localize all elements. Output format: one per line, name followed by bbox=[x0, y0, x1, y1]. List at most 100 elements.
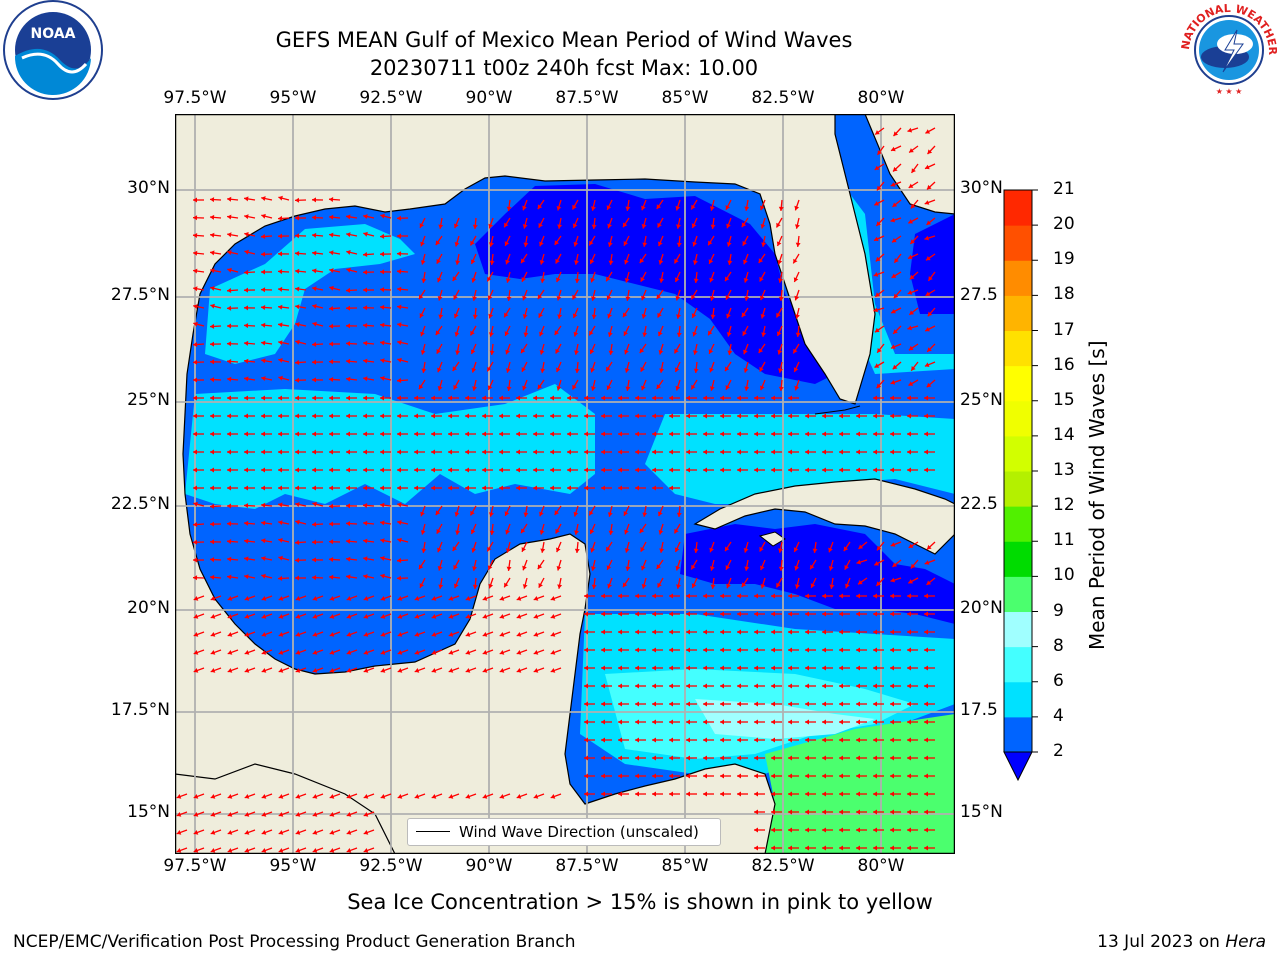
wind-wave-arrowhead bbox=[656, 294, 661, 299]
wind-wave-arrowhead bbox=[572, 223, 578, 228]
wind-wave-arrowhead bbox=[420, 511, 425, 517]
wind-wave-arrowhead bbox=[618, 629, 622, 635]
wind-wave-arrowhead bbox=[624, 548, 630, 553]
wind-wave-arrowhead bbox=[805, 413, 809, 419]
wind-wave-arrowhead bbox=[703, 593, 707, 599]
wind-wave-arrowhead bbox=[210, 485, 214, 491]
wind-wave-arrowhead bbox=[822, 449, 826, 455]
wind-wave-arrowhead bbox=[471, 547, 477, 553]
wind-wave-arrowhead bbox=[625, 206, 631, 211]
wind-wave-arrowhead bbox=[556, 566, 562, 571]
wind-wave-arrowhead bbox=[776, 582, 781, 588]
wind-wave-arrowhead bbox=[278, 251, 282, 257]
axis-tick-label: 95°W bbox=[269, 856, 317, 876]
wind-wave-arrowhead bbox=[657, 222, 662, 228]
wind-wave-arrowhead bbox=[227, 413, 231, 419]
wind-wave-arrowhead bbox=[829, 584, 835, 589]
wind-wave-arrowhead bbox=[856, 791, 860, 797]
wind-wave-arrowhead bbox=[608, 260, 614, 265]
wind-wave-arrowhead bbox=[210, 341, 214, 347]
wind-wave-arrowhead bbox=[516, 431, 520, 437]
wind-wave-arrowhead bbox=[911, 168, 916, 173]
wind-wave-arrowhead bbox=[437, 386, 443, 391]
wind-wave-arrowhead bbox=[244, 413, 248, 419]
wind-wave-arrowhead bbox=[641, 385, 646, 391]
wind-wave-arrowhead bbox=[346, 794, 352, 799]
wind-wave-arrowhead bbox=[856, 593, 860, 599]
wind-wave-arrowhead bbox=[805, 773, 809, 779]
wind-wave-arrowhead bbox=[244, 574, 249, 580]
wind-wave-arrowhead bbox=[244, 485, 248, 491]
wind-wave-arrowhead bbox=[550, 449, 554, 455]
wind-wave-arrowhead bbox=[778, 206, 784, 211]
wind-wave-arrowhead bbox=[606, 295, 612, 300]
wind-wave-arrowhead bbox=[363, 269, 368, 275]
wind-wave-arrowhead bbox=[822, 431, 826, 437]
wind-wave-arrowhead bbox=[537, 204, 543, 210]
axis-tick-label: 87.5°W bbox=[555, 856, 619, 876]
wind-wave-arrowhead bbox=[472, 296, 477, 301]
wind-wave-arrowhead bbox=[771, 413, 775, 419]
wind-wave-arrowhead bbox=[329, 485, 333, 491]
wind-wave-arrowhead bbox=[380, 794, 386, 799]
axis-tick-label: 97.5°W bbox=[163, 856, 227, 876]
wind-wave-arrowhead bbox=[669, 719, 673, 725]
wind-wave-arrowhead bbox=[346, 413, 350, 419]
wind-wave-arrowhead bbox=[754, 773, 758, 779]
graticule bbox=[175, 114, 955, 854]
wind-wave-arrowhead bbox=[754, 593, 758, 599]
wind-wave-arrowhead bbox=[419, 564, 424, 570]
wind-wave-arrowhead bbox=[278, 304, 283, 310]
wind-wave-arrowhead bbox=[397, 269, 402, 274]
wind-wave-arrowhead bbox=[516, 632, 522, 637]
wind-wave-arrowhead bbox=[346, 305, 350, 311]
wind-wave-arrowhead bbox=[737, 755, 741, 761]
wind-wave-arrowhead bbox=[805, 449, 809, 455]
wind-wave-arrowhead bbox=[743, 278, 749, 283]
wind-wave-arrowhead bbox=[890, 809, 894, 815]
wind-wave-arrowhead bbox=[703, 665, 707, 671]
wind-wave-arrowhead bbox=[516, 650, 522, 655]
wind-wave-arrowhead bbox=[892, 364, 898, 370]
wind-wave-arrowhead bbox=[295, 286, 300, 292]
wind-wave-arrowhead bbox=[539, 350, 545, 355]
wind-wave-arrowhead bbox=[703, 395, 707, 401]
wind-wave-arrowhead bbox=[278, 413, 282, 419]
wind-wave-arrowhead bbox=[295, 632, 301, 637]
axis-tick-label: 80°W bbox=[857, 856, 905, 876]
wind-wave-arrowhead bbox=[363, 520, 368, 526]
wind-wave-arrowhead bbox=[726, 332, 732, 337]
wind-wave-arrowhead bbox=[295, 197, 300, 203]
wind-wave-arrowhead bbox=[176, 794, 182, 799]
wind-wave-arrowhead bbox=[635, 395, 639, 401]
wind-wave-arrowhead bbox=[244, 305, 248, 311]
wind-wave-arrowhead bbox=[261, 538, 266, 544]
wind-wave-arrowhead bbox=[890, 467, 894, 473]
colorbar bbox=[1003, 189, 1038, 782]
wind-wave-arrowhead bbox=[805, 647, 809, 653]
wind-wave-arrowhead bbox=[414, 449, 418, 455]
wind-wave-arrowhead bbox=[788, 467, 792, 473]
wind-wave-arrowhead bbox=[261, 287, 266, 293]
wind-wave-arrowhead bbox=[858, 580, 863, 585]
wind-wave-arrowhead bbox=[658, 241, 663, 247]
wind-wave-arrowhead bbox=[193, 359, 198, 365]
wind-wave-arrowhead bbox=[567, 431, 571, 437]
wind-wave-arrowhead bbox=[652, 449, 656, 455]
wind-wave-arrowhead bbox=[584, 719, 588, 725]
wind-wave-arrowhead bbox=[193, 614, 199, 619]
wind-wave-arrowhead bbox=[873, 413, 877, 419]
wind-wave-arrowhead bbox=[856, 559, 861, 565]
wind-wave-arrowhead bbox=[550, 485, 554, 491]
wind-wave-arrowhead bbox=[703, 431, 707, 437]
wind-wave-arrowhead bbox=[601, 593, 605, 599]
wind-wave-arrowhead bbox=[907, 647, 911, 653]
wind-wave-arrowhead bbox=[601, 431, 605, 437]
wind-wave-arrowhead bbox=[516, 449, 520, 455]
axis-tick-label: 92.5°W bbox=[359, 856, 423, 876]
wind-wave-arrowhead bbox=[907, 827, 911, 833]
wind-wave-arrowhead bbox=[907, 701, 911, 707]
wind-wave-arrowhead bbox=[635, 683, 639, 689]
wind-wave-arrowhead bbox=[924, 629, 928, 635]
wind-wave-arrowhead bbox=[618, 665, 622, 671]
